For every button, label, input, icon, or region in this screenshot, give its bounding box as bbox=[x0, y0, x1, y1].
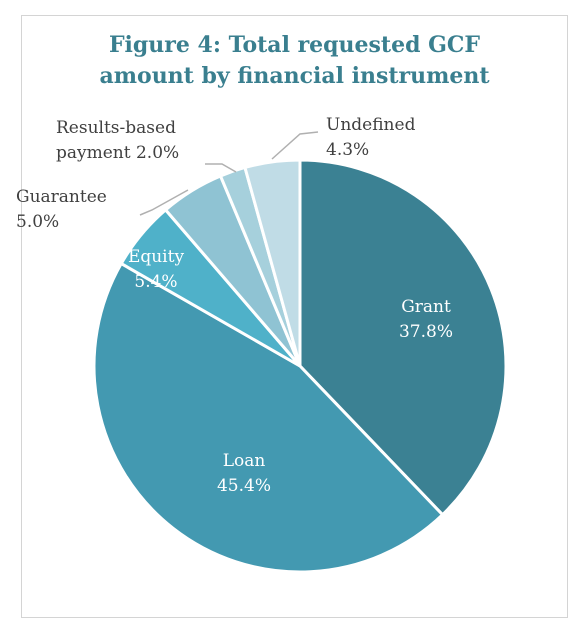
slice-label-undefined: Undefined 4.3% bbox=[326, 115, 416, 160]
slice-label-results-based-payment: Results-based payment 2.0% bbox=[56, 118, 179, 163]
leader-line-undefined bbox=[272, 132, 318, 159]
slice-label-guarantee: Guarantee 5.0% bbox=[16, 187, 107, 232]
